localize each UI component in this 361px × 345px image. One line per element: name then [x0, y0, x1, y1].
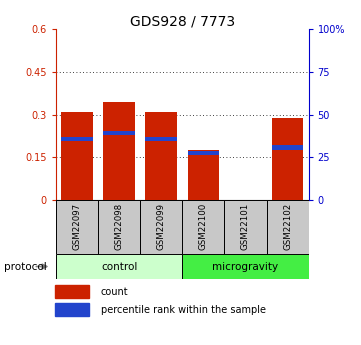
- Text: control: control: [101, 262, 137, 272]
- Bar: [272, 118, 303, 200]
- Bar: [145, 112, 177, 200]
- Bar: [98, 200, 140, 254]
- Bar: [266, 200, 309, 254]
- Bar: [188, 151, 219, 155]
- Bar: [103, 131, 135, 136]
- Bar: [145, 137, 177, 141]
- Text: GSM22098: GSM22098: [115, 203, 123, 250]
- Bar: [61, 137, 93, 141]
- Bar: [103, 102, 135, 200]
- Bar: [140, 200, 182, 254]
- Bar: [56, 200, 98, 254]
- Text: GSM22100: GSM22100: [199, 203, 208, 250]
- Text: count: count: [101, 287, 129, 297]
- Text: microgravity: microgravity: [212, 262, 279, 272]
- Bar: [225, 200, 266, 254]
- Bar: [55, 303, 89, 316]
- Bar: [61, 112, 93, 200]
- Bar: [55, 285, 89, 298]
- Bar: [188, 150, 219, 200]
- Text: protocol: protocol: [4, 262, 46, 272]
- Text: GSM22102: GSM22102: [283, 203, 292, 250]
- Bar: [56, 254, 182, 279]
- Text: GSM22099: GSM22099: [157, 203, 166, 250]
- Title: GDS928 / 7773: GDS928 / 7773: [130, 14, 235, 28]
- Text: GSM22101: GSM22101: [241, 203, 250, 250]
- Bar: [182, 200, 225, 254]
- Text: percentile rank within the sample: percentile rank within the sample: [101, 305, 266, 315]
- Bar: [272, 145, 303, 150]
- Text: GSM22097: GSM22097: [73, 203, 82, 250]
- Bar: [182, 254, 309, 279]
